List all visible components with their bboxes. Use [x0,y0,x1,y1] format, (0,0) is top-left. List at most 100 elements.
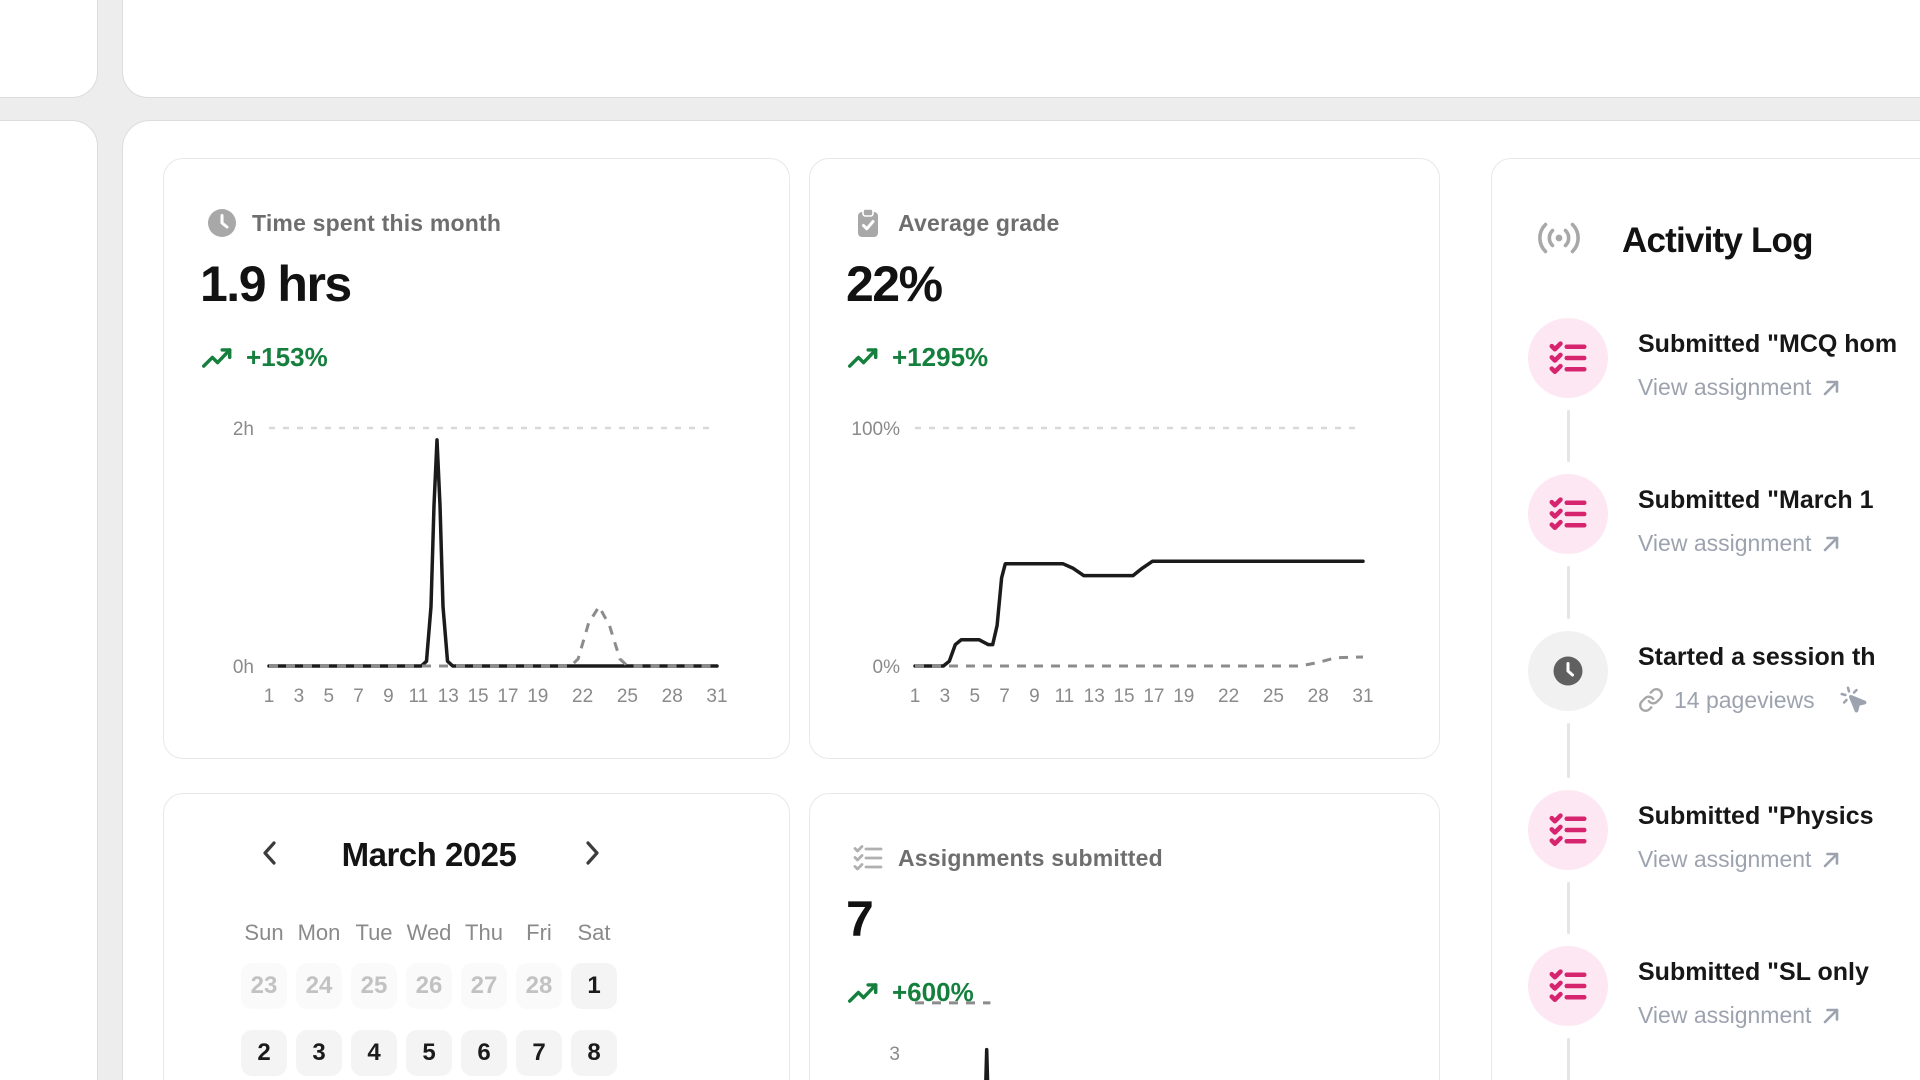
trending-up-icon [848,347,878,368]
arrow-up-right-icon [1824,380,1839,395]
view-assignment-link[interactable]: View assignment [1638,846,1842,873]
trending-up-icon [202,347,232,368]
svg-text:28: 28 [1308,686,1329,707]
average-grade-card: Average grade 22% +1295% 0% 100% 1 3 5 7 9 11 13… [809,158,1440,759]
calendar-card: March 2025 Sun Mon Tue Wed Thu Fri Sat 23 24 25 2… [163,793,790,1080]
svg-text:0h: 0h [233,657,254,678]
svg-text:100%: 100% [851,419,900,440]
calendar-day-5[interactable]: 5 [406,1030,452,1076]
calendar-day-2[interactable]: 2 [241,1030,287,1076]
checklist-icon [1549,341,1587,374]
timeline-connector [1567,723,1570,778]
checklist-badge [1528,318,1608,398]
time-spent-value: 1.9 hrs [200,256,352,312]
view-assignment-link[interactable]: View assignment [1638,530,1842,557]
calendar-day-27[interactable]: 27 [461,963,507,1009]
chevron-right-icon [586,841,599,865]
pageviews-meta: 14 pageviews [1638,685,1869,715]
link-icon [1639,688,1663,712]
activity-entry: Submitted "Physics View assignment [1528,790,1920,873]
calendar-month-title: March 2025 [341,836,517,873]
svg-text:28: 28 [662,686,683,707]
view-assignment-link[interactable]: View assignment [1638,1002,1842,1029]
svg-text:11: 11 [1054,686,1074,707]
calendar-day-header: Mon [297,920,341,945]
checklist-badge [1528,790,1608,870]
average-grade-delta: +1295% [848,342,988,373]
calendar-day-8[interactable]: 8 [571,1030,617,1076]
calendar-prev-button[interactable] [252,836,286,870]
svg-text:13: 13 [1084,686,1105,707]
arrow-up-right-icon [1824,852,1839,867]
timeline-connector [1567,1038,1570,1080]
calendar-day-25[interactable]: 25 [351,963,397,1009]
top-bar [122,0,1920,98]
view-assignment-link[interactable]: View assignment [1638,374,1842,401]
timeline-connector [1567,566,1570,619]
calendar-day-26[interactable]: 26 [406,963,452,1009]
session-badge [1528,631,1608,711]
calendar-day-24[interactable]: 24 [296,963,342,1009]
svg-text:3: 3 [889,1044,900,1065]
calendar-day-6[interactable]: 6 [461,1030,507,1076]
svg-text:17: 17 [497,686,518,707]
calendar-day-header: Sun [244,920,284,945]
calendar-day-4[interactable]: 4 [351,1030,397,1076]
assignments-value: 7 [846,891,874,947]
calendar-day-23[interactable]: 23 [241,963,287,1009]
svg-text:9: 9 [1029,686,1040,707]
clipboard-check-icon [852,207,884,239]
svg-text:31: 31 [706,686,727,707]
arrow-up-right-icon [1824,536,1839,551]
svg-text:1: 1 [264,686,275,707]
calendar-next-button[interactable] [576,836,610,870]
mouse-pointer-click-icon [1840,686,1867,713]
svg-text:5: 5 [323,686,334,707]
clock-icon [206,207,238,239]
checklist-icon [1549,497,1587,530]
time-spent-delta: +153% [202,342,328,373]
activity-entry: Started a session th 14 pageviews [1528,631,1920,713]
time-spent-card: Time spent this month 1.9 hrs +153% 0h 2h… [163,158,790,759]
svg-text:11: 11 [408,686,428,707]
svg-text:1: 1 [910,686,921,707]
svg-text:25: 25 [1263,686,1284,707]
svg-text:3: 3 [294,686,305,707]
svg-text:13: 13 [438,686,459,707]
calendar-day-header: Wed [406,920,452,945]
calendar-day-3[interactable]: 3 [296,1030,342,1076]
activity-log-panel: Activity Log Submitted "MCQ hom View ass… [1491,158,1920,1080]
trending-up-icon [848,982,878,1003]
chevron-left-icon [263,841,276,865]
svg-text:19: 19 [527,686,548,707]
svg-text:25: 25 [617,686,638,707]
activity-entry-title: Submitted "Physics [1638,802,1874,830]
calendar-day-7[interactable]: 7 [516,1030,562,1076]
checklist-icon [852,842,884,874]
checklist-badge [1528,474,1608,554]
average-grade-value: 22% [846,256,943,312]
calendar-day-header: Tue [355,920,393,945]
top-left-panel [0,0,98,98]
svg-text:5: 5 [969,686,980,707]
svg-text:15: 15 [1113,686,1134,707]
svg-text:3: 3 [940,686,951,707]
calendar-day-header: Sat [577,920,611,945]
svg-text:0%: 0% [873,657,901,678]
activity-entry-title: Submitted "MCQ hom [1638,330,1898,358]
assignments-card: Assignments submitted 7 +600% 3135791113… [809,793,1440,1080]
svg-text:31: 31 [1352,686,1373,707]
card-title: Average grade [898,209,1060,236]
calendar-day-1[interactable]: 1 [571,963,617,1009]
activity-entry: Submitted "MCQ hom View assignment [1528,318,1920,401]
arrow-up-right-icon [1824,1008,1839,1023]
activity-log-title: Activity Log [1622,220,1814,260]
clock-icon [1553,656,1583,686]
timeline-connector [1567,410,1570,462]
card-title: Assignments submitted [898,844,1163,871]
average-grade-chart: 0%100%1 3 5 7 9 11 13 15 17 19 22 25 28 31 [851,419,1373,707]
calendar-day-28[interactable]: 28 [516,963,562,1009]
card-title: Time spent this month [252,209,502,236]
